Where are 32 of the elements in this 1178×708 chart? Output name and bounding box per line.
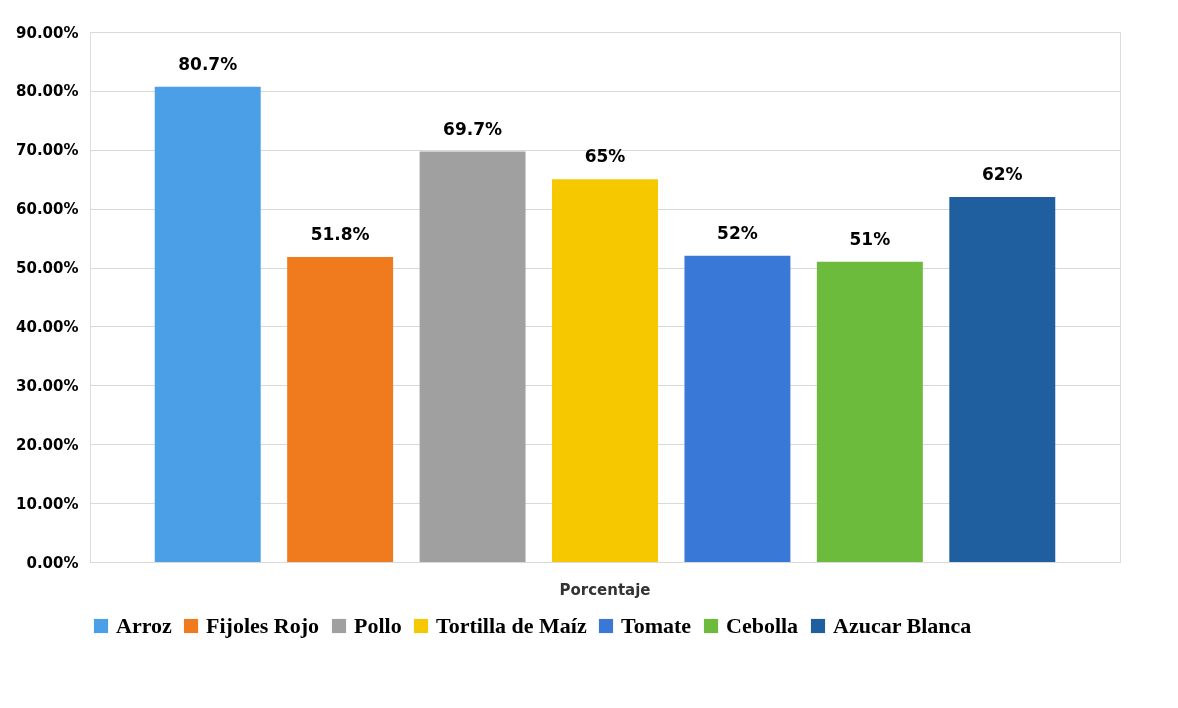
legend-label: Arroz xyxy=(116,613,173,638)
y-tick-label: 80.00% xyxy=(16,82,79,101)
data-label: 80.7% xyxy=(178,53,238,74)
bar xyxy=(684,255,791,562)
y-tick-label: 40.00% xyxy=(16,317,79,336)
y-tick-label: 0.00% xyxy=(26,553,79,572)
y-tick-label: 30.00% xyxy=(16,376,79,395)
y-tick-label: 10.00% xyxy=(16,494,79,513)
legend-label: Azucar Blanca xyxy=(833,613,972,638)
data-label: 52% xyxy=(717,222,758,243)
bar xyxy=(154,86,261,562)
y-tick-label: 70.00% xyxy=(16,141,79,160)
legend-label: Pollo xyxy=(354,613,402,638)
bar xyxy=(552,179,658,562)
legend-label: Tomate xyxy=(621,613,692,638)
data-label: 69.7% xyxy=(443,118,503,139)
y-tick-label: 90.00% xyxy=(16,23,79,42)
legend-label: Tortilla de Maíz xyxy=(436,613,587,638)
y-tick-label: 20.00% xyxy=(16,435,79,454)
y-tick-label: 60.00% xyxy=(16,200,79,219)
x-tick-label: Porcentaje xyxy=(559,580,651,599)
legend-label: Fijoles Rojo xyxy=(206,613,320,638)
bar xyxy=(816,261,923,562)
bar xyxy=(419,151,526,562)
legend-label: Cebolla xyxy=(726,613,799,638)
y-tick-label: 50.00% xyxy=(16,259,79,278)
data-label: 51% xyxy=(849,228,891,249)
data-label: 65% xyxy=(584,146,626,167)
bar xyxy=(287,256,394,562)
bar xyxy=(949,196,1056,562)
data-label: 62% xyxy=(981,163,1023,184)
data-label: 51.8% xyxy=(310,223,370,244)
